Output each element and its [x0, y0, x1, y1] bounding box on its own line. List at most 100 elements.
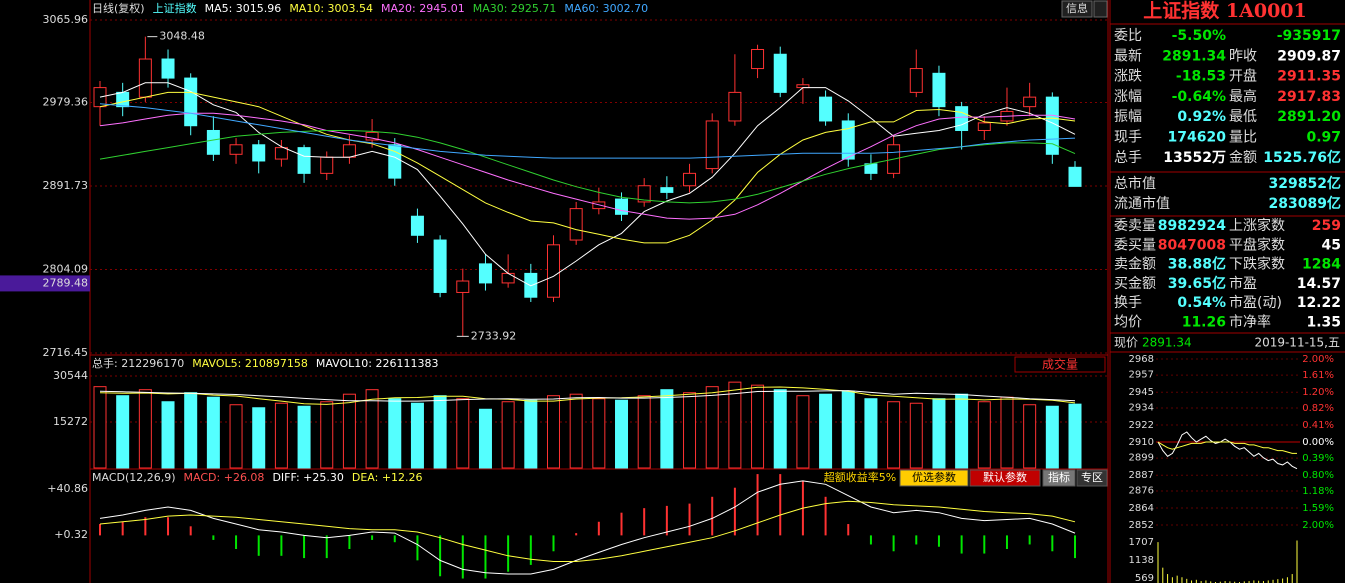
quote-value: 0.92%: [1177, 109, 1226, 125]
y2-tick-label: 0.41%: [1302, 420, 1334, 431]
volume-bar: [546, 395, 560, 469]
ma-line: [99, 112, 1076, 220]
quote-label: 下跌家数: [1229, 256, 1285, 273]
quote-label: 最新: [1114, 48, 1142, 64]
legend-label: 日线(复权): [92, 1, 145, 15]
y-tick-label: 2979.36: [43, 96, 89, 109]
y2-tick-label: 1.59%: [1302, 503, 1334, 514]
control-button[interactable]: [1076, 469, 1108, 487]
macd-line: [99, 500, 1076, 562]
y2-tick-label: 1.20%: [1302, 387, 1334, 398]
y-tick-label: +0.32: [54, 528, 88, 541]
quote-value: 8047008: [1158, 237, 1226, 253]
control-label[interactable]: 超额收益率5%: [824, 470, 896, 484]
quote-value: 1284: [1302, 257, 1341, 273]
volume-bar: [841, 390, 855, 469]
legend-label: MACD(12,26,9): [92, 471, 176, 484]
volume-bar: [1000, 396, 1014, 469]
control-label[interactable]: 优选参数: [912, 470, 956, 484]
volume-bar: [819, 393, 833, 469]
indicator-select[interactable]: [1014, 356, 1106, 373]
quote-value: 329852亿: [1269, 175, 1341, 192]
candle-body: [184, 77, 198, 127]
quote-value: 38.88亿: [1168, 256, 1226, 273]
candle-body: [161, 58, 175, 79]
candle-body: [615, 198, 629, 215]
volume-bar: [297, 405, 311, 469]
quote-label: 涨幅: [1114, 89, 1142, 105]
y2-tick-label: 2.00%: [1302, 354, 1334, 365]
quote-label: 昨收: [1229, 48, 1257, 64]
quote-value: 283089亿: [1269, 195, 1341, 212]
panel-toggle[interactable]: [1093, 0, 1108, 18]
quote-label: 金额: [1229, 150, 1257, 166]
y-tick-label: +40.86: [47, 482, 88, 495]
candle-body: [683, 172, 697, 187]
quote-value: 2911.35: [1277, 69, 1341, 85]
quote-label: 市净率: [1229, 314, 1271, 331]
volume-bar: [388, 398, 402, 469]
ma-line: [99, 103, 1076, 159]
quote-label: 市盈: [1229, 275, 1257, 292]
control-label[interactable]: 指标: [1048, 470, 1070, 484]
candle-body: [932, 72, 946, 108]
legend-label: MA30: 2925.71: [473, 2, 557, 15]
y2-tick-label: 2.00%: [1302, 520, 1334, 531]
control-button[interactable]: [899, 469, 969, 487]
legend-label: MA20: 2945.01: [381, 2, 465, 15]
candle-body: [819, 96, 833, 122]
control-label[interactable]: 专区: [1081, 470, 1103, 484]
candle-body: [841, 120, 855, 160]
low-label: 2733.92: [471, 329, 517, 342]
volume-bar: [864, 398, 878, 469]
quote-value: 8982924: [1158, 218, 1226, 234]
indicator-select-label[interactable]: 成交量: [1042, 357, 1078, 372]
volume-bar: [1045, 405, 1059, 469]
volume-bar: [161, 401, 175, 469]
y-tick-label: 2804.09: [43, 262, 89, 275]
current-price: 2891.34: [1142, 336, 1192, 350]
volume-bar: [456, 398, 470, 469]
candle-body: [637, 185, 651, 203]
quote-title: 上证指数 1A0001: [1143, 0, 1306, 22]
candle-body: [297, 147, 311, 174]
quote-label: 总市值: [1114, 175, 1156, 192]
volume-bar: [728, 381, 742, 469]
volume-ma-line: [99, 386, 1076, 405]
quote-value: 39.65亿: [1168, 275, 1226, 292]
volume-bar: [751, 384, 765, 469]
quote-label: 委比: [1114, 28, 1142, 44]
volume-bar: [705, 386, 719, 469]
candle-body: [728, 91, 742, 122]
info-button[interactable]: [1061, 0, 1093, 18]
info-label[interactable]: 信息: [1066, 1, 1088, 15]
candle-body: [206, 129, 220, 155]
legend-label: 总手: 212296170: [92, 356, 184, 370]
candle-body: [1023, 96, 1037, 108]
quote-value: 1525.76亿: [1263, 149, 1341, 166]
y-tick-label: 2887: [1129, 470, 1154, 481]
y2-tick-label: 0.80%: [1302, 470, 1334, 481]
quote-label: 涨跌: [1114, 69, 1142, 85]
volume-bar: [229, 404, 243, 469]
y-tick-label: 2891.73: [43, 179, 89, 192]
y-tick-label: 30544: [53, 369, 88, 382]
candle-body: [252, 144, 266, 162]
control-button[interactable]: [969, 469, 1041, 487]
y-tick-label: 2968: [1129, 354, 1154, 365]
volume-bar: [637, 395, 651, 469]
volume-bar: [909, 402, 923, 469]
volume-bar: [977, 401, 991, 469]
control-label[interactable]: 默认参数: [983, 470, 1027, 484]
intraday-line: [1157, 431, 1298, 470]
quote-label: 总手: [1114, 150, 1142, 166]
candle-body: [229, 144, 243, 155]
control-button[interactable]: [1042, 469, 1076, 487]
candle-body: [660, 187, 674, 193]
quote-value: 45: [1322, 237, 1341, 253]
legend-label: DIFF: +25.30: [272, 471, 343, 484]
candle-body: [751, 48, 765, 70]
legend-label: MA5: 3015.96: [205, 2, 282, 15]
volume-bar: [138, 389, 152, 469]
